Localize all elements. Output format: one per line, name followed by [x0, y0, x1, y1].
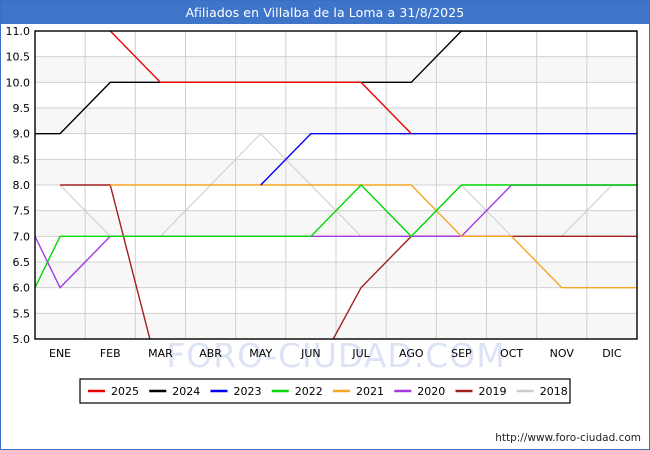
- legend-label-2018[interactable]: 2018: [540, 385, 568, 398]
- line-chart: 5.0 5.5 6.0 6.5 7.0 7.5 8.0 8.5 9.0 9.5 10.0 10.5 11…: [6, 25, 638, 404]
- series-line-2025: [109, 31, 412, 135]
- y-axis-tick-label: 6.0: [13, 282, 31, 295]
- legend-label-2025[interactable]: 2025: [111, 385, 139, 398]
- x-axis-tick-label: JUN: [300, 347, 321, 360]
- y-axis-tick-label: 9.0: [13, 128, 31, 141]
- x-axis-tick-label: MAY: [249, 347, 272, 360]
- x-axis-tick-label: SEP: [451, 347, 472, 360]
- x-axis-tick-label: ABR: [199, 347, 222, 360]
- x-axis-tick-label: JUL: [351, 347, 370, 360]
- x-axis-tick-label: NOV: [550, 347, 575, 360]
- series-line-2021: [110, 184, 637, 289]
- x-axis-tick-label: DIC: [602, 347, 622, 360]
- plot-area: 5.0 5.5 6.0 6.5 7.0 7.5 8.0 8.5 9.0 9.5 10.0 10.5 11…: [1, 24, 649, 428]
- y-axis-tick-label: 7.5: [13, 205, 31, 218]
- y-axis-tick-label: 9.5: [13, 102, 31, 115]
- x-axis-tick-label: MAR: [148, 347, 173, 360]
- chart-title-bar: Afiliados en Villalba de la Loma a 31/8/…: [1, 1, 649, 24]
- series-line-2023: [260, 132, 637, 186]
- y-axis-tick-label: 7.0: [13, 230, 31, 243]
- axis-frame: [34, 30, 638, 340]
- y-axis-tick-label: 11.0: [6, 25, 31, 38]
- y-axis-tick-label: 5.0: [13, 333, 31, 346]
- y-axis-tick-label: 6.5: [13, 256, 31, 269]
- series-group: [35, 31, 637, 339]
- legend-label-2019[interactable]: 2019: [479, 385, 507, 398]
- y-axis-tick-label: 10.5: [6, 51, 31, 64]
- y-axis-tick-label: 10.0: [6, 76, 31, 89]
- y-axis-tick-label: 5.5: [13, 307, 31, 320]
- legend-label-2022[interactable]: 2022: [295, 385, 323, 398]
- watermark: FORO-CIUDAD.COM: [166, 336, 505, 375]
- x-axis-tick-label: ENE: [49, 347, 71, 360]
- x-axis-tick-label: FEB: [100, 347, 121, 360]
- x-axis-tick-label: OCT: [500, 347, 523, 360]
- legend-label-2024[interactable]: 2024: [172, 385, 200, 398]
- y-axis-tick-label: 8.0: [13, 179, 31, 192]
- series-line-2022: [35, 183, 637, 288]
- legend-label-2023[interactable]: 2023: [234, 385, 262, 398]
- y-axis-tick-label: 8.5: [13, 153, 31, 166]
- source-url: http://www.foro-ciudad.com: [495, 432, 641, 444]
- x-axis-tick-label: AGO: [399, 347, 424, 360]
- legend-label-2020[interactable]: 2020: [417, 385, 445, 398]
- legend-label-2021[interactable]: 2021: [356, 385, 384, 398]
- page-title: Afiliados en Villalba de la Loma a 31/8/…: [185, 5, 465, 20]
